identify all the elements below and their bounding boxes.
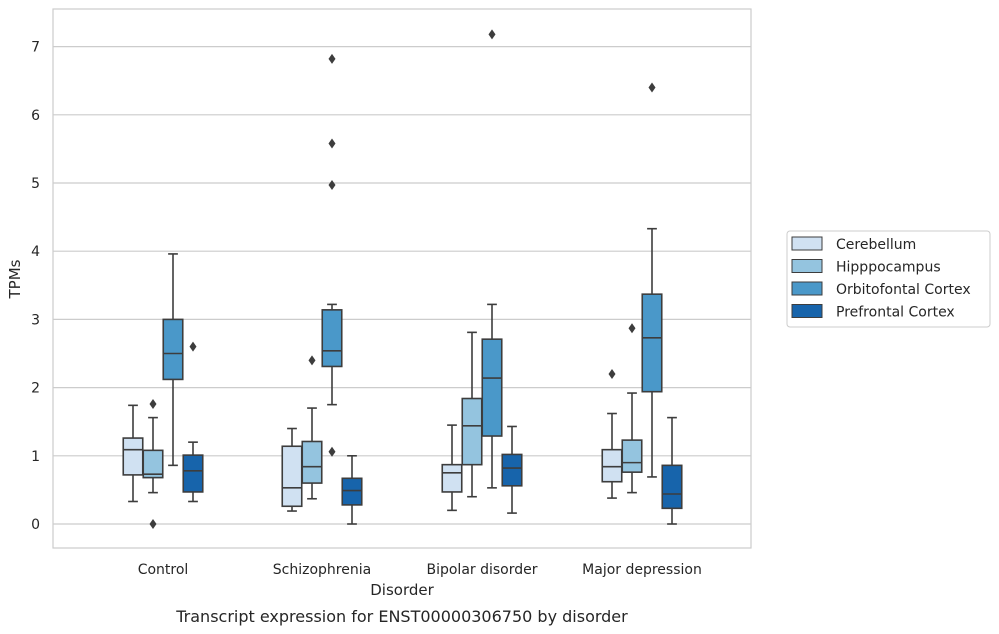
box-prefrontal-cortex bbox=[341, 454, 363, 525]
iqr-box bbox=[341, 477, 363, 506]
y-tick-labels: 0 1 2 3 4 5 6 7 bbox=[31, 40, 40, 533]
box-hipppocampus bbox=[142, 398, 164, 529]
outlier-point bbox=[328, 53, 336, 64]
box-orbitofontal-cortex bbox=[162, 253, 184, 467]
box-hipppocampus bbox=[301, 355, 323, 500]
box-prefrontal-cortex bbox=[182, 341, 204, 503]
y-tick-label: 5 bbox=[31, 176, 40, 192]
iqr-box bbox=[321, 309, 343, 368]
outlier-point bbox=[328, 138, 336, 149]
legend-swatch bbox=[791, 236, 823, 251]
box-orbitofontal-cortex bbox=[481, 29, 503, 489]
iqr-box bbox=[481, 338, 503, 437]
x-tick-label: Major depression bbox=[582, 562, 702, 578]
y-tick-label: 0 bbox=[31, 517, 40, 533]
box-prefrontal-cortex bbox=[501, 425, 523, 514]
outlier-point bbox=[488, 29, 496, 40]
outlier-point bbox=[328, 180, 336, 191]
outlier-point bbox=[189, 341, 197, 352]
outlier-point bbox=[648, 82, 656, 93]
outlier-point bbox=[308, 355, 316, 366]
box-prefrontal-cortex bbox=[661, 416, 683, 525]
iqr-box bbox=[621, 439, 643, 473]
iqr-box bbox=[281, 445, 303, 508]
iqr-box bbox=[182, 454, 204, 493]
x-tick-label: Schizophrenia bbox=[273, 562, 371, 578]
box-cerebellum bbox=[281, 427, 303, 512]
iqr-box bbox=[461, 397, 483, 466]
legend-label: Prefrontal Cortex bbox=[836, 305, 955, 321]
plot-frame bbox=[52, 8, 752, 549]
iqr-box bbox=[441, 463, 463, 493]
iqr-box bbox=[162, 318, 184, 381]
outlier-point bbox=[608, 368, 616, 379]
y-tick-label: 3 bbox=[31, 312, 40, 328]
legend-swatch bbox=[791, 259, 823, 273]
x-axis-title: Disorder bbox=[370, 581, 434, 599]
iqr-box bbox=[641, 293, 663, 393]
legend: Cerebellum Hipppocampus Orbitofontal Corte… bbox=[786, 230, 991, 328]
iqr-box bbox=[122, 437, 144, 476]
y-tick-label: 2 bbox=[31, 381, 40, 397]
boxes bbox=[122, 29, 683, 529]
y-tick-label: 4 bbox=[31, 244, 40, 260]
legend-frame bbox=[786, 230, 991, 328]
box-hipppocampus bbox=[621, 323, 643, 494]
legend-label: Hipppocampus bbox=[836, 260, 941, 276]
outlier-point bbox=[328, 446, 336, 457]
legend-label: Orbitofontal Cortex bbox=[836, 282, 971, 298]
iqr-box bbox=[661, 464, 683, 510]
legend-swatch bbox=[791, 281, 823, 296]
chart-caption: Transcript expression for ENST0000030675… bbox=[175, 607, 628, 626]
legend-swatch bbox=[791, 304, 823, 318]
y-tick-label: 6 bbox=[31, 108, 40, 124]
outlier-point bbox=[628, 323, 636, 334]
iqr-box bbox=[601, 448, 623, 483]
x-tick-label: Control bbox=[138, 562, 189, 578]
box-cerebellum bbox=[601, 368, 623, 499]
legend-label: Cerebellum bbox=[836, 237, 916, 253]
iqr-box bbox=[501, 453, 523, 487]
x-tick-label: Bipolar disorder bbox=[426, 562, 537, 578]
box-cerebellum bbox=[122, 404, 144, 503]
x-tick-labels: Control Schizophrenia Bipolar disorder Majo… bbox=[138, 562, 702, 578]
box-hipppocampus bbox=[461, 331, 483, 498]
box-orbitofontal-cortex bbox=[321, 53, 343, 457]
outlier-point bbox=[149, 398, 157, 409]
outlier-point bbox=[149, 519, 157, 529]
box-orbitofontal-cortex bbox=[641, 82, 663, 478]
iqr-box bbox=[142, 449, 164, 479]
y-tick-label: 1 bbox=[31, 449, 40, 465]
legend-items: Cerebellum Hipppocampus Orbitofontal Corte… bbox=[791, 236, 971, 321]
y-axis-title: TPMs bbox=[6, 259, 24, 299]
box-cerebellum bbox=[441, 424, 463, 512]
iqr-box bbox=[301, 440, 323, 484]
y-tick-label: 7 bbox=[31, 40, 40, 56]
